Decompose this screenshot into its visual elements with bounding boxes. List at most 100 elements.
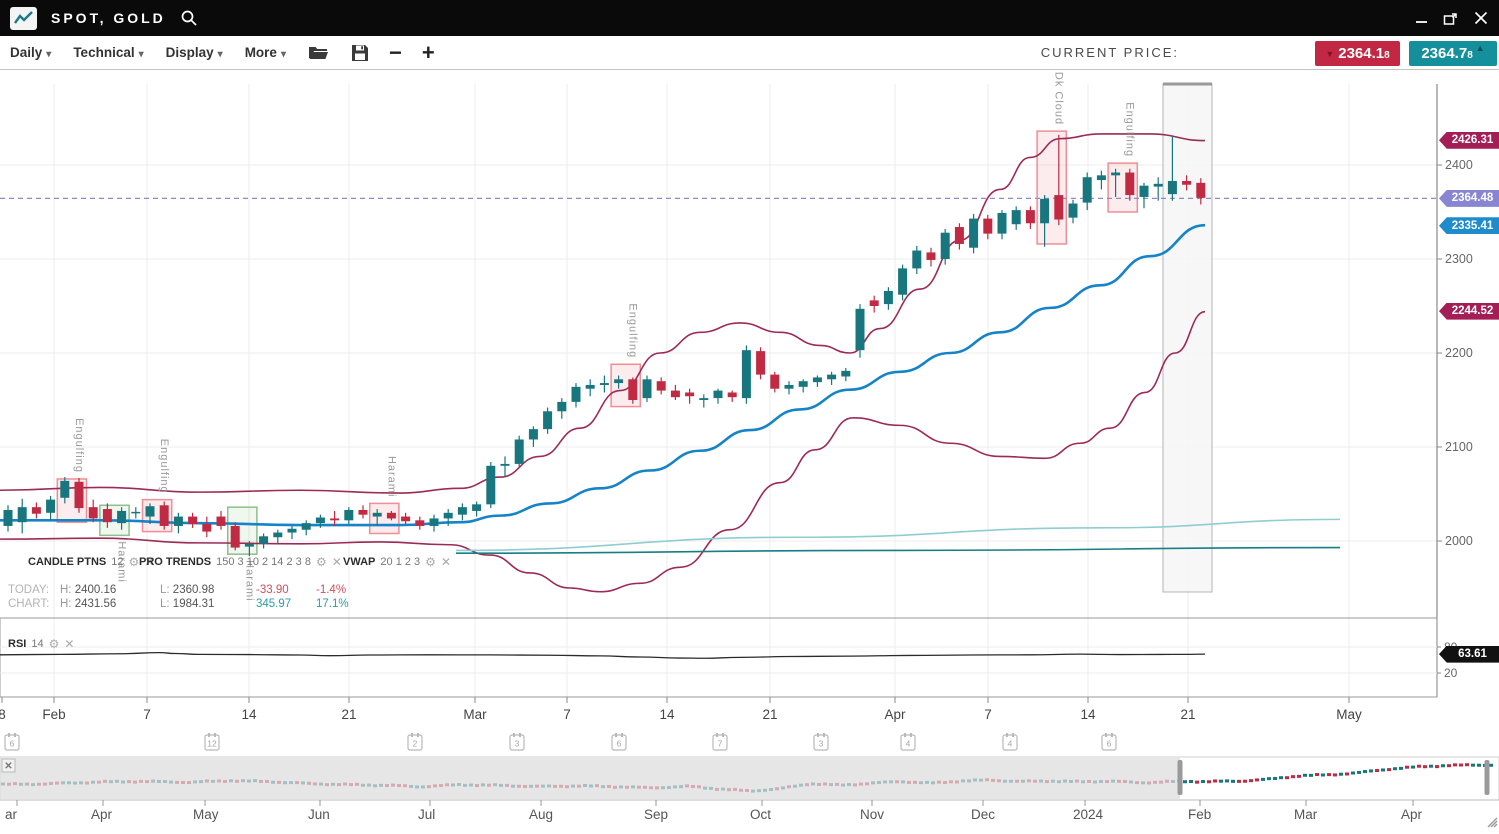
menu-display[interactable]: Display ▾ [165, 45, 223, 60]
candle[interactable] [60, 477, 70, 504]
candle[interactable] [1025, 206, 1035, 229]
candle[interactable] [315, 514, 325, 528]
candle[interactable] [670, 384, 680, 400]
candle[interactable] [31, 502, 41, 519]
candle[interactable] [259, 533, 269, 549]
candle[interactable] [401, 512, 411, 525]
candle[interactable] [145, 503, 155, 525]
candle[interactable] [287, 525, 297, 540]
navigator-close-button[interactable]: ✕ [1, 758, 16, 773]
candle[interactable] [74, 478, 84, 513]
candle[interactable] [514, 435, 524, 468]
zoom-in-button[interactable]: + [421, 39, 435, 65]
candle[interactable] [926, 247, 936, 267]
candle[interactable] [827, 371, 837, 385]
candle[interactable] [656, 377, 666, 395]
calendar-event-icon[interactable]: 4 [900, 733, 916, 751]
candle[interactable] [244, 541, 254, 557]
candle[interactable] [88, 499, 98, 523]
candle[interactable] [571, 383, 581, 408]
calendar-event-icon[interactable]: 3 [509, 733, 525, 751]
close-icon[interactable]: ✕ [64, 636, 75, 651]
candle[interactable] [415, 516, 425, 530]
minimize-button[interactable] [1413, 10, 1429, 26]
candle[interactable] [358, 505, 368, 519]
candle[interactable] [457, 503, 467, 521]
candle[interactable] [812, 375, 822, 387]
candle[interactable] [841, 368, 851, 382]
candle[interactable] [798, 379, 808, 393]
candle[interactable] [472, 501, 482, 517]
calendar-event-icon[interactable]: 3 [813, 733, 829, 751]
close-icon[interactable]: ✕ [440, 554, 451, 569]
candle[interactable] [330, 510, 340, 526]
candle[interactable] [997, 210, 1007, 240]
candle[interactable] [216, 510, 226, 530]
calendar-event-icon[interactable]: 6 [4, 733, 20, 751]
zoom-out-button[interactable]: − [388, 39, 402, 65]
calendar-event-icon[interactable]: 6 [611, 733, 627, 751]
navigator-range-handle[interactable] [1484, 760, 1490, 795]
candle[interactable] [202, 516, 212, 538]
candle[interactable] [642, 375, 652, 402]
candle[interactable] [188, 512, 198, 528]
gear-icon[interactable]: ⚙ [48, 636, 60, 651]
candle[interactable] [386, 510, 396, 521]
candle[interactable] [1054, 134, 1064, 226]
candle[interactable] [784, 381, 794, 395]
candle[interactable] [301, 520, 311, 536]
candle[interactable] [17, 498, 27, 534]
candle[interactable] [585, 379, 595, 397]
candle[interactable] [1040, 195, 1050, 247]
close-icon[interactable]: ✕ [331, 554, 342, 569]
candle[interactable] [528, 426, 538, 447]
restore-button[interactable] [1443, 10, 1459, 26]
candle[interactable] [940, 228, 950, 265]
save-icon[interactable] [351, 44, 369, 62]
candle[interactable] [599, 375, 609, 393]
candle[interactable] [429, 514, 439, 532]
candle[interactable] [543, 407, 553, 434]
candle[interactable] [273, 529, 283, 543]
calendar-event-icon[interactable]: 6 [1101, 733, 1117, 751]
candle[interactable] [855, 304, 865, 358]
candle[interactable] [912, 245, 922, 275]
candle[interactable] [1125, 168, 1135, 201]
candle[interactable] [869, 295, 879, 313]
candle[interactable] [770, 371, 780, 393]
candle[interactable] [1167, 135, 1177, 201]
menu-technical[interactable]: Technical ▾ [73, 45, 144, 60]
candle[interactable] [131, 507, 141, 519]
calendar-event-icon[interactable]: 2 [407, 733, 423, 751]
candle[interactable] [486, 462, 496, 509]
candle[interactable] [727, 390, 737, 402]
candle[interactable] [1082, 172, 1092, 211]
menu-more[interactable]: More ▾ [244, 45, 286, 60]
gear-icon[interactable]: ⚙ [425, 554, 436, 569]
candle[interactable] [117, 507, 127, 530]
candle[interactable] [1139, 182, 1149, 209]
candle[interactable] [969, 213, 979, 254]
calendar-event-icon[interactable]: 4 [1002, 733, 1018, 751]
calendar-event-icon[interactable]: 12 [204, 733, 220, 751]
candle[interactable] [173, 512, 183, 534]
candle[interactable] [614, 375, 624, 389]
candle[interactable] [983, 214, 993, 240]
close-button[interactable] [1473, 10, 1489, 26]
candlestick-chart[interactable]: 2400 2300 2200 2100 2000 Engulfing Harami Engul… [0, 70, 1499, 829]
candle[interactable] [1182, 175, 1192, 191]
candle[interactable] [685, 388, 695, 404]
open-folder-icon[interactable] [308, 44, 329, 61]
gear-icon[interactable]: ⚙ [128, 554, 140, 569]
candle[interactable] [102, 503, 112, 528]
candle[interactable] [883, 287, 893, 310]
candle[interactable] [1111, 168, 1121, 197]
resize-grip-icon[interactable] [1490, 820, 1498, 828]
candle[interactable] [344, 507, 354, 525]
navigator-range-handle[interactable] [1177, 760, 1183, 795]
candle[interactable] [713, 388, 723, 404]
candle[interactable] [1096, 170, 1106, 190]
candle[interactable] [741, 345, 751, 404]
gear-icon[interactable]: ⚙ [315, 554, 327, 569]
candle[interactable] [159, 501, 169, 530]
